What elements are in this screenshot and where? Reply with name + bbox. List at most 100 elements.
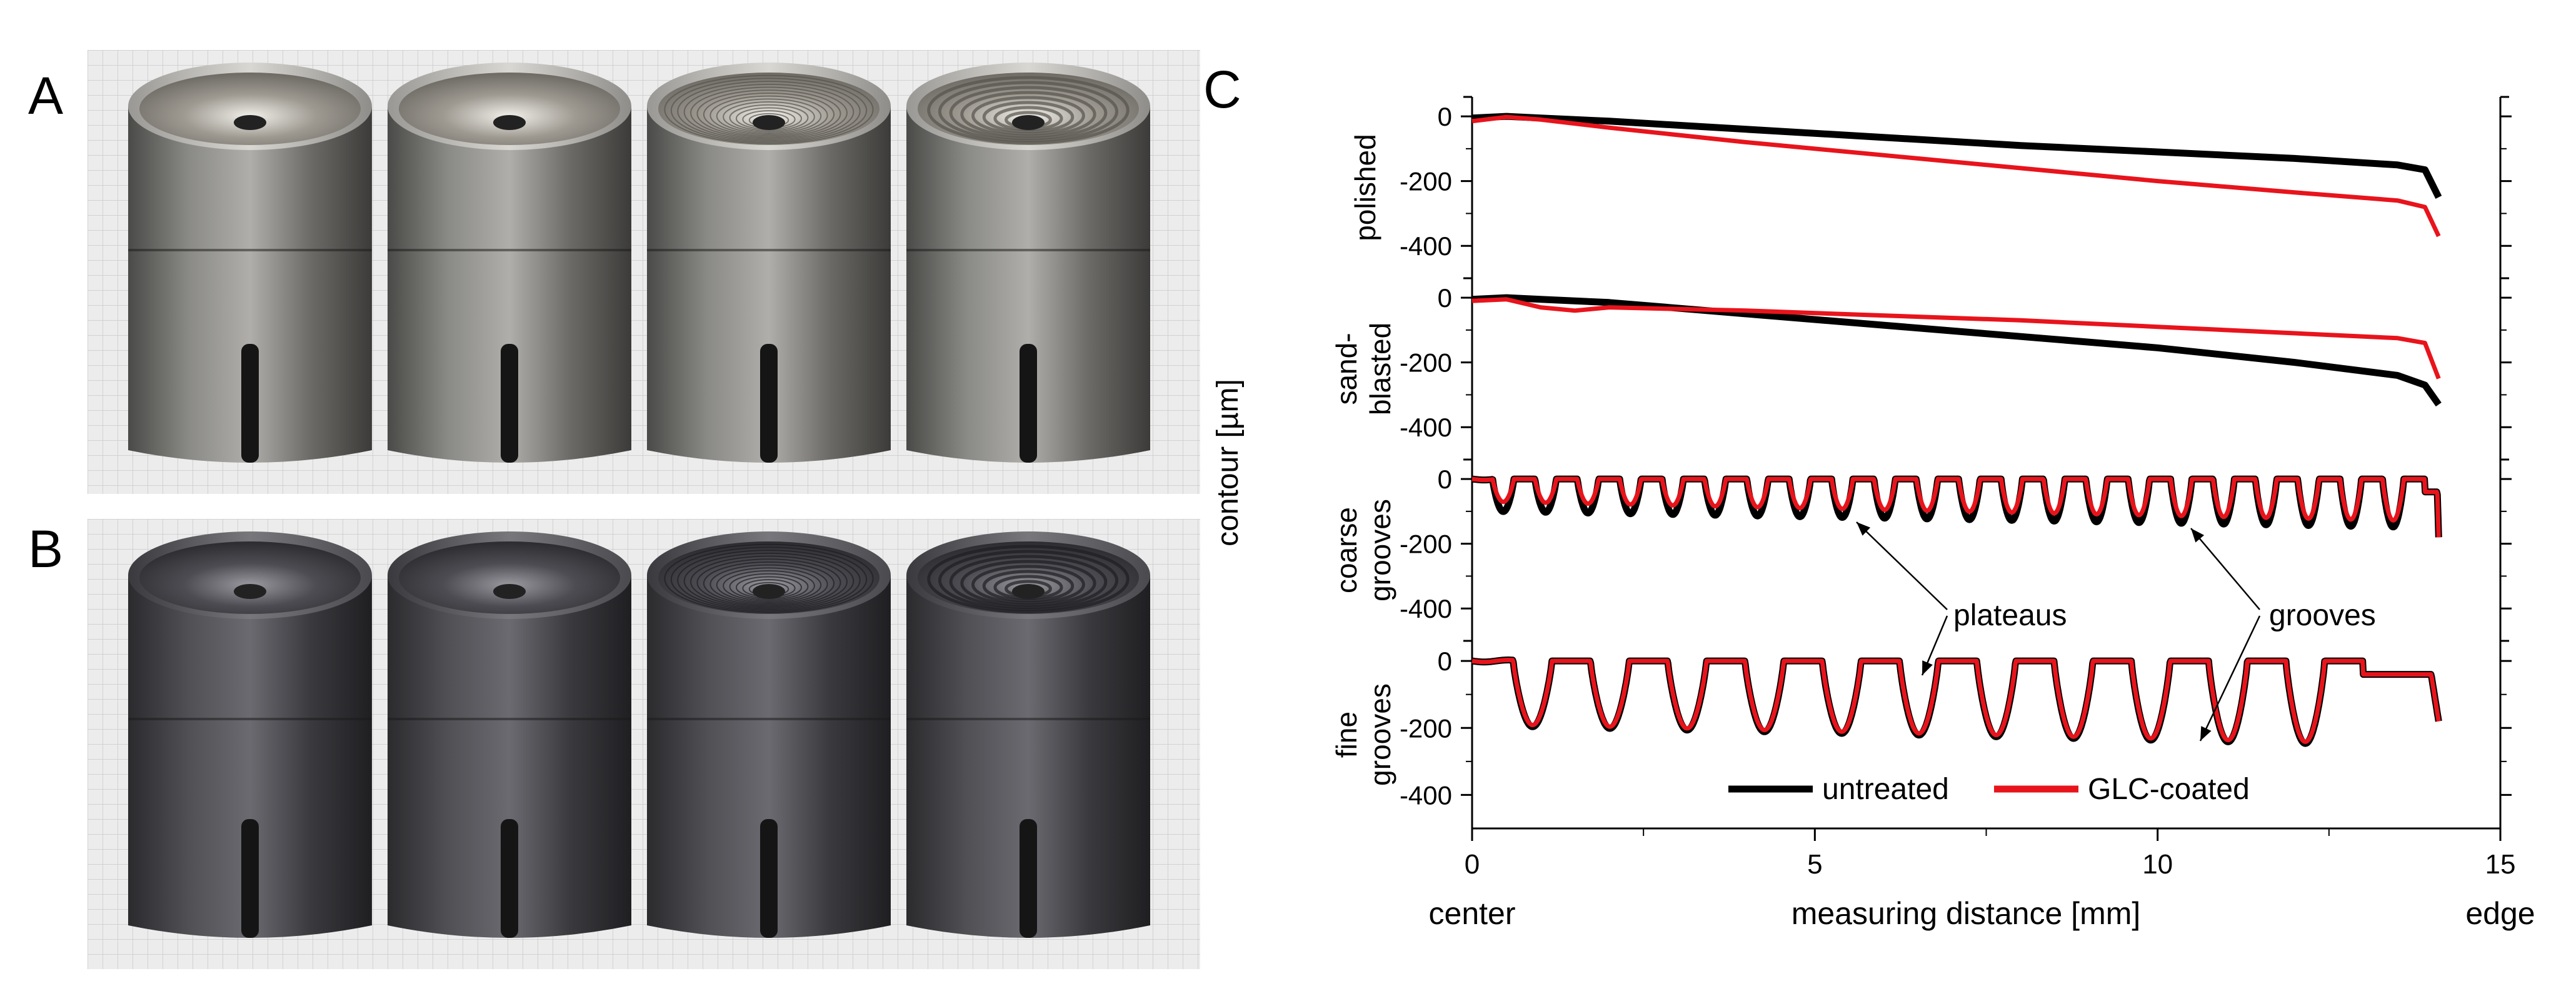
groove-ring xyxy=(677,550,861,611)
groove-ring xyxy=(938,550,1119,611)
cup-slot xyxy=(760,344,778,463)
sample-cup xyxy=(128,531,372,938)
cup-slot xyxy=(241,819,259,938)
series-line-glc-coated xyxy=(1471,114,2441,238)
annotation-grooves: grooves xyxy=(2269,599,2376,632)
panel-label-a: A xyxy=(28,66,64,125)
arrow-grooves-fine-head xyxy=(2200,726,2212,741)
sample-cup xyxy=(647,63,891,463)
cup-body xyxy=(906,575,1150,938)
series-line-glc-coated xyxy=(1470,476,2441,538)
cup-body xyxy=(128,106,372,463)
groove-ring xyxy=(696,558,841,607)
groove-ring xyxy=(703,561,835,606)
x-tick-label: 10 xyxy=(2142,849,2173,880)
cup-hole xyxy=(1012,115,1045,130)
sample-cup xyxy=(906,63,1150,463)
groove-ring xyxy=(716,98,822,134)
photo-a xyxy=(88,50,1200,494)
x-end-label-right: edge xyxy=(2465,896,2535,931)
y-tick-label: 0 xyxy=(1438,283,1452,313)
series-line-untreated xyxy=(1469,475,2442,538)
row-label: grooves xyxy=(1364,683,1396,786)
y-tick-label: -400 xyxy=(1400,594,1452,623)
sample-cup xyxy=(906,531,1150,938)
row-label: fine xyxy=(1330,712,1363,758)
cup-body xyxy=(906,106,1150,463)
cup-slot xyxy=(1020,344,1037,463)
row-label: polished xyxy=(1349,134,1381,241)
row-label: grooves xyxy=(1364,499,1396,601)
y-tick-label: -400 xyxy=(1400,780,1452,810)
groove-ring xyxy=(723,101,815,133)
cup-hole xyxy=(234,115,266,130)
cup-hole xyxy=(753,584,785,599)
groove-ring xyxy=(729,573,809,600)
x-end-label-left: center xyxy=(1429,896,1516,931)
cup-hole xyxy=(234,584,266,599)
groove-ring xyxy=(971,565,1085,605)
series-line-untreated xyxy=(1469,656,2442,747)
subplot-sand-blasted: 0 -200 -400 sand-blasted xyxy=(1330,277,2512,460)
groove-ring xyxy=(690,86,848,139)
sample-cup xyxy=(388,531,631,938)
groove-ring xyxy=(670,546,868,612)
y-tick-label: -200 xyxy=(1400,348,1452,378)
x-axis-label: measuring distance [mm] xyxy=(1792,896,2141,931)
groove-ring xyxy=(960,91,1096,138)
row-label: sand- xyxy=(1330,333,1363,405)
cup-slot xyxy=(241,344,259,463)
sample-cup xyxy=(128,63,372,463)
groove-ring xyxy=(927,545,1130,613)
x-tick-label: 0 xyxy=(1465,849,1480,880)
groove-ring xyxy=(729,104,809,131)
groove-ring xyxy=(690,555,848,608)
groove-ring xyxy=(664,74,874,144)
groove-ring xyxy=(696,89,841,138)
groove-ring xyxy=(949,86,1108,140)
groove-ring xyxy=(723,570,815,601)
cup-slot xyxy=(760,819,778,938)
x-tick-label: 15 xyxy=(2485,849,2516,880)
y-tick-label: -200 xyxy=(1400,530,1452,559)
arrow-grooves-coarse-head xyxy=(2191,528,2205,543)
groove-ring xyxy=(960,560,1096,607)
cup-body xyxy=(388,106,631,463)
groove-ring xyxy=(664,543,874,613)
cup-cone xyxy=(399,73,620,145)
legend-label-untreated: untreated xyxy=(1822,773,1949,806)
arrow-plateaus-coarse xyxy=(1856,521,1948,610)
row-label: coarse xyxy=(1330,507,1363,593)
legend: untreated GLC-coated xyxy=(1728,773,2250,806)
y-tick-label: -400 xyxy=(1400,413,1452,442)
cup-body xyxy=(128,575,372,938)
y-axis-label: contour [µm] xyxy=(1211,379,1245,546)
cup-hole xyxy=(493,115,526,130)
annotation-plateaus: plateaus xyxy=(1953,599,2067,632)
subplot-fine-grooves: 0 -200 -400 fine grooves xyxy=(1330,640,2512,828)
groove-ring xyxy=(683,83,854,141)
photo-b xyxy=(88,519,1200,969)
panel-label-c: C xyxy=(1203,60,1241,119)
groove-ring xyxy=(971,96,1085,136)
cup-slot xyxy=(1020,819,1037,938)
cup-body xyxy=(647,106,891,463)
y-tick-label: -200 xyxy=(1400,713,1452,743)
groove-ring xyxy=(709,564,828,605)
y-tick-label: -400 xyxy=(1400,231,1452,261)
y-tick-label: 0 xyxy=(1438,646,1452,676)
series-line-glc-coated xyxy=(1470,658,2441,744)
groove-ring xyxy=(949,555,1108,609)
subplot-polished: 0 -200 -400 polished xyxy=(1349,96,2512,278)
groove-ring xyxy=(982,570,1075,602)
groove-ring xyxy=(938,81,1119,143)
arrow-grooves-fine xyxy=(2199,615,2261,742)
cup-cone xyxy=(139,541,361,614)
sample-cup xyxy=(647,531,891,938)
groove-ring xyxy=(670,78,868,143)
groove-ring xyxy=(683,552,854,610)
groove-ring xyxy=(716,567,822,603)
cup-hole xyxy=(1012,584,1045,599)
